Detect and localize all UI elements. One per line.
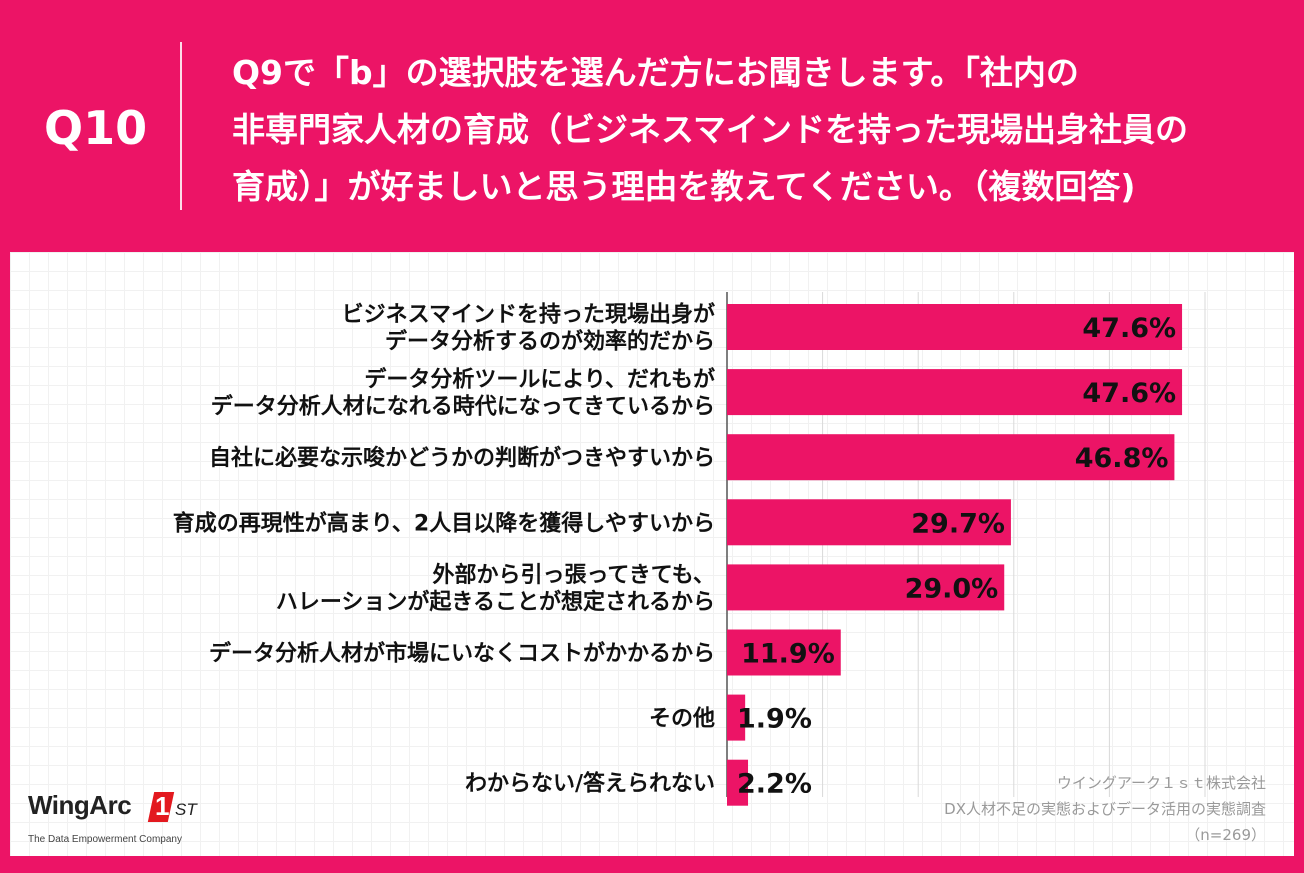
bar xyxy=(727,304,1183,350)
category-label: ハレーションが起きることが想定されるから xyxy=(276,589,715,615)
category-label: データ分析するのが効率的だから xyxy=(385,329,715,355)
source-company: ウイングアーク１ｓｔ株式会社 xyxy=(1056,774,1266,792)
question-line: 非専門家人材の育成（ビジネスマインドを持った現場出身社員の xyxy=(232,110,1189,149)
question-text: Q9で「b」の選択肢を選んだ方にお聞きします。「社内の 非専門家人材の育成（ビジ… xyxy=(232,44,1282,215)
bar xyxy=(727,694,746,741)
value-label: 47.6% xyxy=(1082,378,1176,409)
source-note: ウイングアーク１ｓｔ株式会社 DX人材不足の実態およびデータ活用の実態調査 （n… xyxy=(944,770,1266,848)
question-line: Q9で「b」の選択肢を選んだ方にお聞きします。「社内の xyxy=(232,53,1079,92)
header-divider xyxy=(180,42,182,210)
category-label: 外部から引っ張ってきても、 xyxy=(433,562,715,588)
wingarc-logo: WingArc 1 ST The Data Empowerment Compan… xyxy=(28,790,228,850)
value-label: 1.9% xyxy=(737,704,812,735)
question-line: 育成）」が好ましいと思う理由を教えてください。（複数回答) xyxy=(232,167,1136,206)
question-header: Q10 Q9で「b」の選択肢を選んだ方にお聞きします。「社内の 非専門家人材の育… xyxy=(0,0,1304,248)
value-label: 47.6% xyxy=(1082,313,1176,344)
logo-tagline: The Data Empowerment Company xyxy=(28,834,182,845)
bar xyxy=(727,499,1011,546)
category-label: データ分析人材になれる時代になってきているから xyxy=(211,394,715,420)
logo-wordmark: WingArc xyxy=(28,790,132,820)
question-number: Q10 xyxy=(44,101,148,155)
bar xyxy=(727,369,1183,416)
value-label: 2.2% xyxy=(737,769,812,800)
category-label: 育成の再現性が高まり、2人目以降を獲得しやすいから xyxy=(173,510,715,536)
value-label: 46.8% xyxy=(1075,443,1169,474)
bar xyxy=(727,564,1005,611)
category-label: その他 xyxy=(649,707,715,732)
chart-panel: ビジネスマインドを持った現場出身が データ分析するのが効率的だから 47.6% データ… xyxy=(10,252,1294,856)
category-label: 自社に必要な示唆かどうかの判断がつきやすいから xyxy=(209,445,715,471)
category-label: わからない/答えられない xyxy=(465,771,715,797)
category-label: データ分析人材が市場にいなくコストがかかるから xyxy=(209,641,715,667)
source-sample: （n=269） xyxy=(1185,826,1266,844)
bar xyxy=(727,759,749,806)
bar xyxy=(727,629,841,676)
value-label: 29.0% xyxy=(905,573,999,604)
value-label: 29.7% xyxy=(911,508,1005,539)
source-survey: DX人材不足の実態およびデータ活用の実態調査 xyxy=(944,800,1266,818)
category-label: データ分析ツールにより、だれもが xyxy=(364,367,715,393)
value-label: 11.9% xyxy=(741,639,835,670)
bar xyxy=(727,434,1175,481)
category-label: ビジネスマインドを持った現場出身が xyxy=(342,302,715,328)
logo-mark-number: 1 xyxy=(155,791,170,821)
logo-mark-suffix: ST xyxy=(175,800,197,819)
